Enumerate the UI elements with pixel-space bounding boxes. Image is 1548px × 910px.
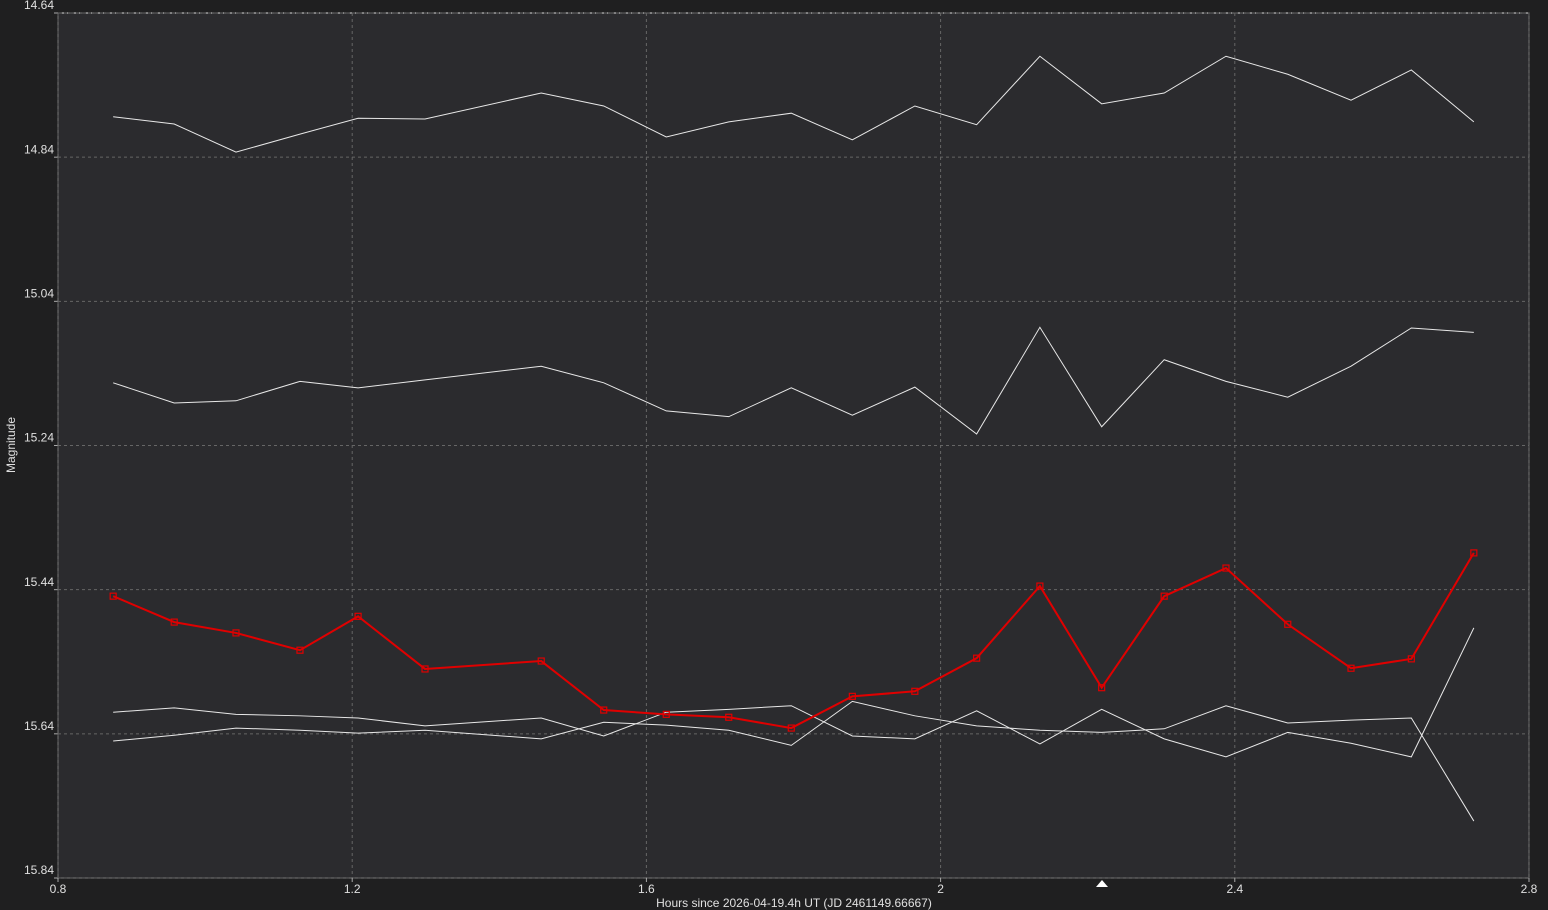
data-point bbox=[421, 665, 429, 673]
data-point bbox=[1098, 684, 1106, 692]
x-tick-label: 1.6 bbox=[638, 882, 655, 896]
data-point bbox=[296, 646, 304, 654]
data-point bbox=[537, 657, 545, 665]
data-point bbox=[1160, 592, 1168, 600]
x-axis-label: Hours since 2026-04-19.4h UT (JD 2461149… bbox=[656, 896, 932, 910]
data-point bbox=[1470, 549, 1478, 557]
data-point bbox=[973, 654, 981, 662]
data-point bbox=[170, 618, 178, 626]
data-point bbox=[1407, 655, 1415, 663]
y-tick-label: 14.64 bbox=[24, 0, 54, 12]
series-line bbox=[113, 55, 1475, 153]
series-line bbox=[113, 326, 1474, 435]
x-tick-label: 0.8 bbox=[50, 882, 67, 896]
data-point bbox=[911, 687, 919, 695]
x-tick-label: 2 bbox=[937, 882, 944, 896]
data-point bbox=[600, 706, 608, 714]
data-point bbox=[787, 724, 795, 732]
y-tick-label: 15.24 bbox=[24, 431, 54, 445]
series-line bbox=[113, 700, 1475, 822]
data-point bbox=[662, 710, 670, 718]
x-tick-label: 2.8 bbox=[1521, 882, 1538, 896]
series-line bbox=[112, 552, 1475, 730]
y-tick-label: 15.44 bbox=[24, 575, 54, 589]
cursor-marker bbox=[1096, 880, 1108, 887]
data-point bbox=[232, 629, 240, 637]
y-tick-label: 14.84 bbox=[24, 142, 54, 156]
data-point bbox=[354, 612, 362, 620]
x-tick-label: 1.2 bbox=[344, 882, 361, 896]
y-tick-label: 15.04 bbox=[24, 287, 54, 301]
data-point bbox=[1284, 620, 1292, 628]
y-axis-label: Magnitude bbox=[4, 417, 18, 473]
y-tick-label: 15.64 bbox=[24, 719, 54, 733]
data-point bbox=[848, 692, 856, 700]
data-point bbox=[109, 592, 117, 600]
data-point bbox=[1036, 582, 1044, 590]
data-point bbox=[1347, 664, 1355, 672]
data-point bbox=[1222, 564, 1230, 572]
series-line bbox=[113, 627, 1475, 758]
data-point bbox=[725, 713, 733, 721]
y-tick-label: 15.84 bbox=[24, 863, 54, 877]
x-tick-label: 2.4 bbox=[1226, 882, 1243, 896]
